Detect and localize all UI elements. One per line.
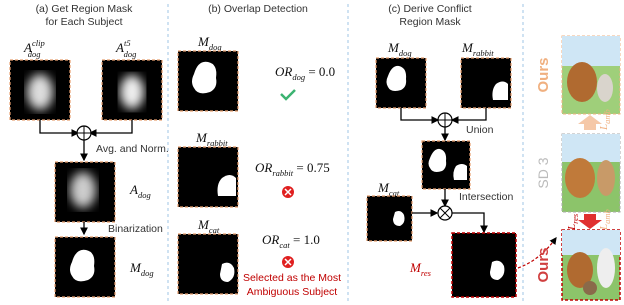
mask <box>102 60 162 120</box>
math-label: Mcat <box>377 180 400 198</box>
method-label: Ours <box>535 57 552 92</box>
math-label: Mdog <box>197 34 222 52</box>
diagram: (a) Get Region Mask for Each Subject Acl… <box>0 0 624 305</box>
mask <box>178 147 238 207</box>
note: Selected as the Most <box>243 272 341 284</box>
cross-icon <box>282 186 294 198</box>
method-label: Ours <box>535 247 552 282</box>
math-label: ORdog = 0.0 <box>275 64 335 82</box>
mask <box>461 58 511 108</box>
step-label: Intersection <box>459 191 513 203</box>
title: (b) Overlap Detection <box>208 3 308 15</box>
step-label: Binarization <box>108 223 163 235</box>
method-label: SD 3 <box>535 157 551 188</box>
step-label: Avg. and Norm. <box>96 143 169 155</box>
title: for Each Subject <box>45 16 122 28</box>
mask <box>55 162 115 222</box>
check-icon <box>281 90 295 99</box>
title: (c) Derive Conflict <box>388 3 472 15</box>
math-label: Mrabbit <box>461 40 494 58</box>
title: Region Mask <box>399 16 461 28</box>
math-label: Adog <box>129 182 151 200</box>
math-label: Mcat <box>197 217 220 235</box>
math-label: Mdog <box>387 40 412 58</box>
plus-op <box>438 113 452 127</box>
step-label: Union <box>466 124 494 136</box>
math-label: ORcat = 1.0 <box>262 232 320 250</box>
cross-icon <box>282 256 294 268</box>
title: (a) Get Region Mask <box>36 3 134 15</box>
math-label: Lres <box>566 213 580 231</box>
image <box>562 36 620 114</box>
math-label: Mdog <box>129 260 154 278</box>
math-label: ORrabbit = 0.75 <box>255 160 330 178</box>
plus-op <box>77 126 91 140</box>
mask <box>376 58 426 108</box>
note: Ambiguous Subject <box>247 286 338 298</box>
math-label: Mres <box>409 260 432 278</box>
mask <box>10 60 70 120</box>
otimes-op <box>438 206 452 220</box>
mask <box>367 196 412 241</box>
mask <box>452 233 516 297</box>
mask <box>178 234 238 294</box>
image <box>562 134 620 212</box>
mask <box>178 51 238 111</box>
mask <box>422 141 470 189</box>
mask <box>55 237 115 297</box>
math-label: Mrabbit <box>195 130 228 148</box>
image <box>562 230 620 300</box>
